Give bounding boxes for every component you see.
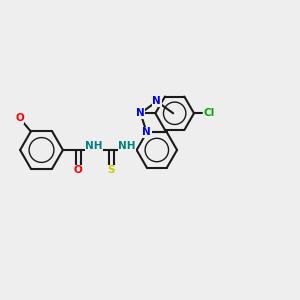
Text: N: N	[152, 96, 161, 106]
Text: Cl: Cl	[203, 108, 214, 118]
Text: N: N	[142, 128, 151, 137]
Text: N: N	[136, 108, 145, 118]
Text: O: O	[15, 113, 24, 123]
Text: O: O	[74, 165, 83, 175]
Text: S: S	[108, 165, 115, 175]
Text: NH: NH	[85, 141, 103, 152]
Text: NH: NH	[118, 141, 136, 152]
